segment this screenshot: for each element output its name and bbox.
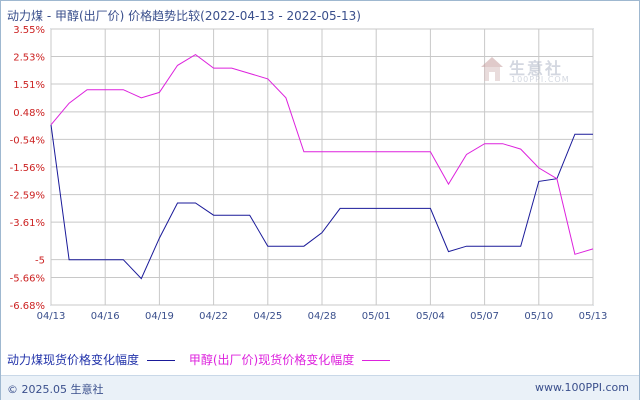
- watermark-logo: 生意社 100PPI.COM: [479, 55, 579, 91]
- watermark-name: 生意社: [509, 59, 564, 78]
- legend-item-methanol: 甲醇(出厂价)现货价格变化幅度: [189, 351, 400, 368]
- x-tick-label: 04/13: [37, 311, 66, 322]
- x-tick-label: 05/10: [524, 311, 553, 322]
- copyright-text: © 2025.05 生意社: [7, 383, 104, 396]
- y-tick-label: -3.61%: [10, 218, 45, 229]
- x-tick-label: 05/04: [416, 311, 445, 322]
- chart-title: 动力煤 - 甲醇(出厂价) 价格趋势比较(2022-04-13 - 2022-0…: [7, 9, 361, 23]
- site-link[interactable]: www.100PPI.com: [535, 381, 629, 394]
- y-tick-label: -0.54%: [10, 135, 45, 146]
- y-tick-label: 3.55%: [13, 25, 45, 36]
- legend-swatch-methanol: [362, 360, 391, 361]
- house-logo-icon: [481, 57, 503, 81]
- x-tick-label: 04/28: [308, 311, 337, 322]
- x-tick-label: 05/01: [362, 311, 391, 322]
- legend-label-coal: 动力煤现货价格变化幅度: [7, 353, 140, 367]
- watermark-url: 100PPI.COM: [511, 75, 570, 84]
- y-tick-label: 1.51%: [13, 80, 45, 91]
- y-tick-label: -2.59%: [10, 191, 45, 202]
- x-tick-label: 04/16: [91, 311, 120, 322]
- grid-lines: [50, 28, 594, 306]
- y-tick-label: -5.66%: [10, 273, 45, 284]
- y-tick-label: -5: [35, 256, 45, 267]
- x-tick-label: 04/19: [145, 311, 174, 322]
- y-tick-labels: 3.55% 2.53% 1.51% 0.48% -0.54% -1.56% -2.59% -3…: [10, 25, 45, 312]
- x-tick-label: 05/13: [579, 311, 608, 322]
- series-lines: [50, 53, 594, 280]
- legend: 动力煤现货价格变化幅度 甲醇(出厂价)现货价格变化幅度: [7, 351, 400, 368]
- series-line-coal: [50, 124, 593, 280]
- y-tick-label: 2.53%: [13, 53, 45, 64]
- x-tick-label: 04/22: [199, 311, 228, 322]
- y-tick-label: -6.68%: [10, 301, 45, 312]
- x-tick-labels: 04/13 04/16 04/19 04/22 04/25 04/28 05/01 05/04…: [37, 311, 608, 322]
- x-tick-label: 05/07: [470, 311, 499, 322]
- footer-bar: © 2025.05 生意社 www.100PPI.com: [1, 375, 639, 400]
- y-tick-label: 0.48%: [13, 108, 45, 119]
- y-tick-label: -1.56%: [10, 163, 45, 174]
- legend-label-methanol: 甲醇(出厂价)现货价格变化幅度: [188, 353, 355, 367]
- legend-swatch-coal: [147, 360, 176, 361]
- series-line-methanol: [50, 53, 594, 255]
- x-tick-label: 04/25: [253, 311, 282, 322]
- legend-item-coal: 动力煤现货价格变化幅度: [7, 351, 185, 368]
